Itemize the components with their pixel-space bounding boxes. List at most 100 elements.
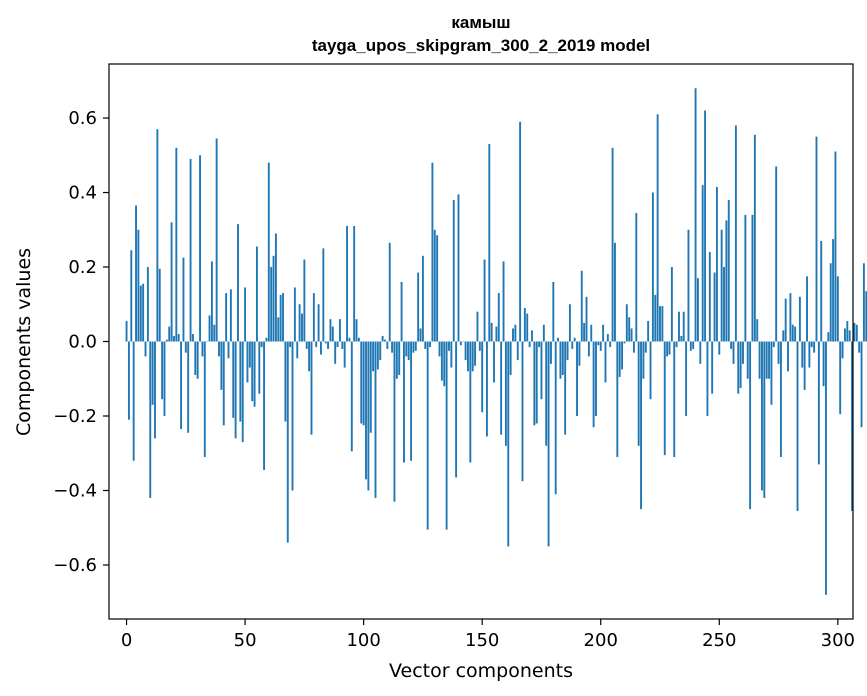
bar xyxy=(189,158,192,342)
bar xyxy=(701,185,704,342)
bar xyxy=(251,341,254,402)
bar xyxy=(687,229,690,342)
bar xyxy=(647,321,650,342)
bar xyxy=(516,341,519,361)
bar xyxy=(649,341,652,400)
bar xyxy=(452,199,455,342)
bar xyxy=(379,341,382,361)
bar xyxy=(374,341,377,498)
bar xyxy=(514,324,517,342)
bar xyxy=(528,341,531,348)
bar xyxy=(350,341,353,452)
bar xyxy=(632,341,635,353)
y-tick-label: 0.2 xyxy=(68,257,97,278)
bar xyxy=(542,324,545,342)
bar xyxy=(386,341,389,349)
y-tick-label: −0.4 xyxy=(53,480,97,501)
x-tick-label: 50 xyxy=(234,630,257,651)
bar xyxy=(154,341,156,439)
bar xyxy=(381,335,384,342)
chart-title: камыш xyxy=(451,13,510,32)
bar xyxy=(587,341,590,357)
bar xyxy=(429,341,431,348)
bar xyxy=(398,341,401,376)
bar xyxy=(173,335,175,342)
bar xyxy=(727,199,730,342)
bar xyxy=(208,315,211,342)
x-tick-label: 200 xyxy=(584,630,618,651)
bar xyxy=(756,319,759,342)
bar xyxy=(606,334,609,342)
bar xyxy=(597,341,600,346)
bar xyxy=(241,341,244,443)
bar xyxy=(744,214,747,342)
bar xyxy=(768,341,771,379)
bar xyxy=(758,341,761,379)
bar xyxy=(576,341,578,416)
bar xyxy=(191,334,194,342)
bar xyxy=(151,341,154,405)
bar xyxy=(424,341,427,349)
bar xyxy=(630,328,633,342)
bar xyxy=(426,341,429,530)
bar xyxy=(609,341,612,348)
bar xyxy=(184,341,187,353)
bar xyxy=(822,341,825,387)
bar xyxy=(706,341,709,416)
bar xyxy=(791,324,794,342)
bar xyxy=(286,341,289,543)
bar xyxy=(355,319,358,342)
bar xyxy=(692,341,695,349)
bar xyxy=(163,341,166,416)
bar xyxy=(775,166,778,342)
bar xyxy=(336,341,339,348)
bar xyxy=(291,341,294,491)
bar xyxy=(502,261,505,342)
bar xyxy=(521,341,524,482)
bar xyxy=(279,294,282,342)
bar xyxy=(360,341,363,424)
bar xyxy=(549,341,552,364)
bar xyxy=(365,341,367,480)
bar xyxy=(348,337,351,342)
bar xyxy=(813,341,816,353)
bar xyxy=(403,341,405,463)
bar xyxy=(753,134,756,342)
bar xyxy=(746,341,749,379)
bar xyxy=(552,281,555,342)
bar xyxy=(158,268,161,342)
bar xyxy=(509,341,512,376)
bar xyxy=(362,341,365,426)
bar xyxy=(412,341,415,353)
bar xyxy=(474,341,477,366)
bar xyxy=(765,341,768,379)
bars-group xyxy=(125,88,867,595)
bar xyxy=(476,311,479,342)
bar xyxy=(659,306,661,342)
bar xyxy=(583,322,586,342)
bar xyxy=(602,324,605,342)
bar xyxy=(761,341,763,491)
bar xyxy=(685,341,688,416)
bar xyxy=(519,121,522,342)
bar xyxy=(203,341,206,457)
bar xyxy=(225,293,228,342)
bar xyxy=(467,341,469,372)
bar xyxy=(668,341,671,355)
bar xyxy=(564,341,567,435)
bar xyxy=(829,263,832,342)
bar xyxy=(678,311,680,342)
bar xyxy=(440,341,443,381)
bar xyxy=(689,341,692,351)
x-axis-ticks: 0 50 100 150 200 250 300 xyxy=(121,619,855,651)
bar xyxy=(334,341,337,364)
bar xyxy=(436,235,439,342)
bar xyxy=(296,341,299,359)
bar xyxy=(312,293,315,342)
bar xyxy=(585,296,588,342)
bar xyxy=(796,341,799,511)
bar xyxy=(680,335,683,342)
bar xyxy=(218,341,220,357)
bar xyxy=(161,341,164,400)
bar xyxy=(329,319,332,342)
